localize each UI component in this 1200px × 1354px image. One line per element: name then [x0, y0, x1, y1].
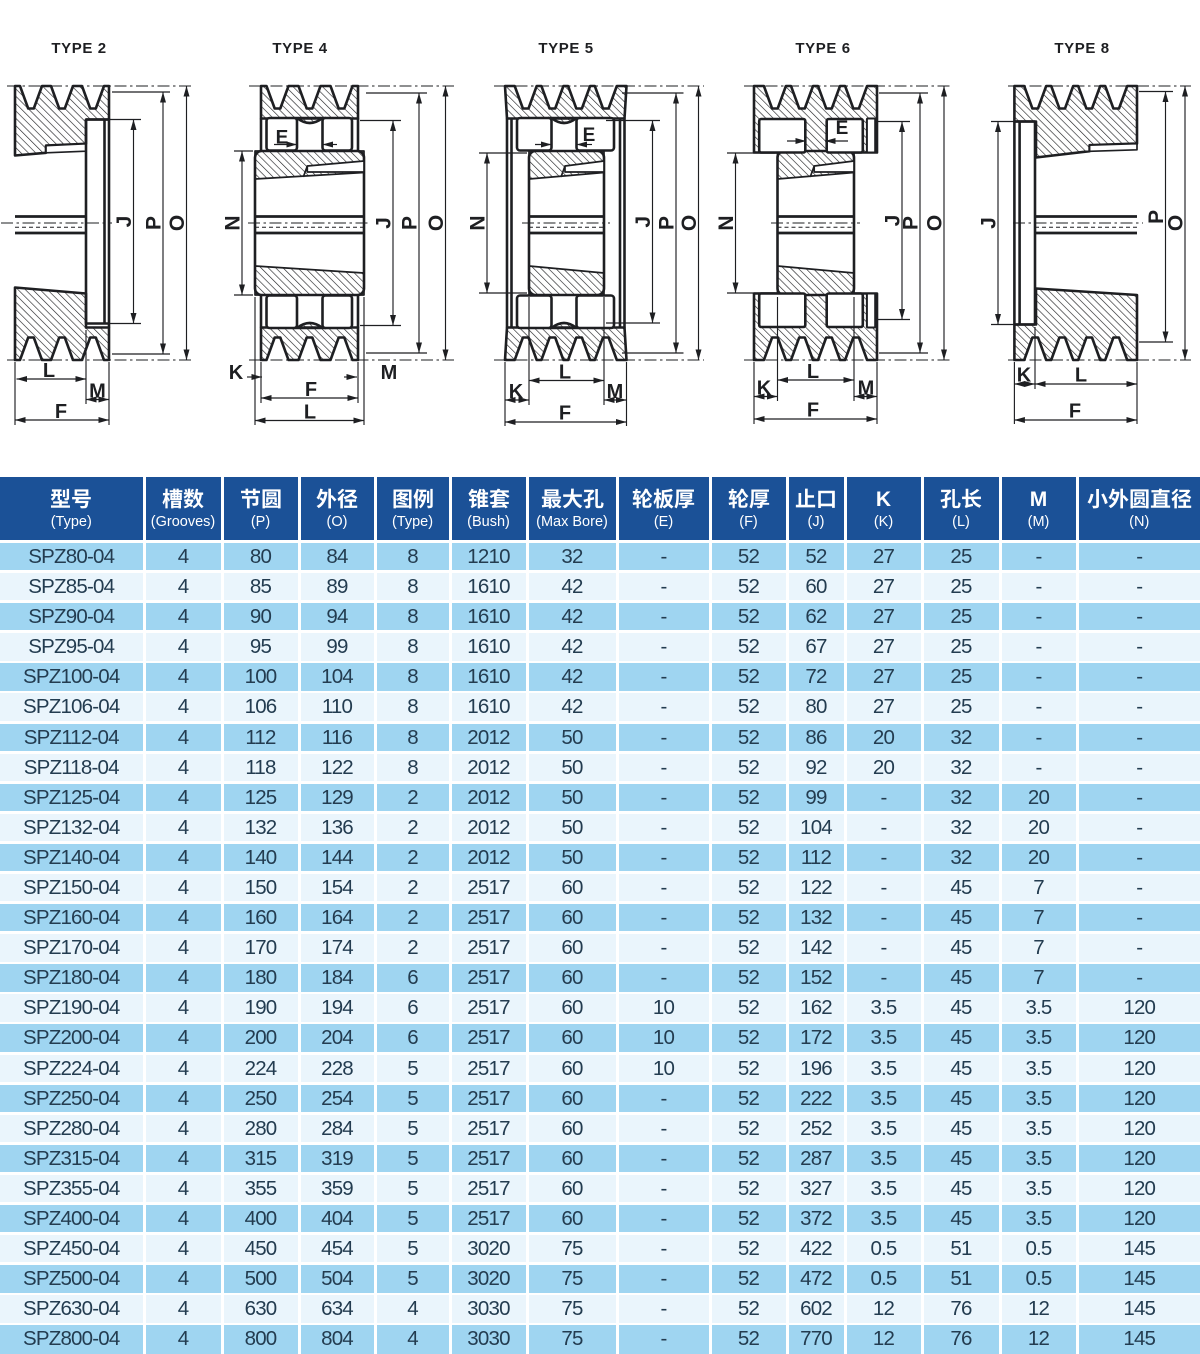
svg-text:N: N — [222, 215, 245, 230]
svg-text:F: F — [1069, 401, 1081, 423]
svg-text:E: E — [836, 118, 849, 139]
svg-text:F: F — [305, 379, 317, 401]
svg-text:J: J — [632, 216, 655, 228]
svg-text:F: F — [559, 403, 571, 425]
svg-text:M: M — [381, 362, 398, 384]
svg-text:J: J — [373, 217, 396, 229]
svg-text:P: P — [143, 216, 166, 230]
svg-text:J: J — [978, 217, 1001, 229]
svg-text:N: N — [467, 215, 490, 230]
svg-text:P: P — [1145, 210, 1168, 224]
svg-text:F: F — [807, 400, 819, 422]
svg-text:F: F — [55, 401, 67, 423]
svg-text:K: K — [229, 362, 244, 384]
svg-text:N: N — [715, 215, 738, 230]
svg-text:TYPE 4: TYPE 4 — [272, 40, 327, 57]
svg-text:O: O — [678, 215, 701, 231]
svg-text:K: K — [509, 381, 524, 403]
svg-text:O: O — [425, 215, 448, 231]
svg-text:L: L — [304, 402, 316, 424]
svg-text:L: L — [807, 361, 819, 383]
svg-text:E: E — [276, 128, 289, 149]
svg-text:L: L — [559, 362, 571, 384]
svg-text:TYPE 8: TYPE 8 — [1054, 40, 1109, 57]
svg-text:K: K — [1017, 365, 1032, 387]
svg-text:M: M — [89, 381, 106, 403]
svg-text:L: L — [43, 360, 55, 382]
svg-text:TYPE 6: TYPE 6 — [795, 40, 850, 57]
svg-text:M: M — [607, 381, 624, 403]
svg-text:O: O — [924, 215, 947, 231]
svg-text:M: M — [858, 378, 875, 400]
svg-text:J: J — [882, 215, 905, 227]
svg-text:P: P — [399, 216, 422, 230]
svg-text:TYPE 2: TYPE 2 — [51, 40, 106, 57]
svg-text:E: E — [583, 125, 596, 146]
svg-text:O: O — [166, 215, 189, 231]
svg-text:O: O — [1165, 215, 1188, 231]
svg-text:L: L — [1075, 365, 1087, 387]
svg-text:P: P — [656, 216, 679, 230]
svg-text:J: J — [113, 216, 136, 228]
svg-text:K: K — [757, 378, 772, 400]
svg-text:TYPE 5: TYPE 5 — [538, 40, 593, 57]
svg-text:P: P — [900, 216, 923, 230]
